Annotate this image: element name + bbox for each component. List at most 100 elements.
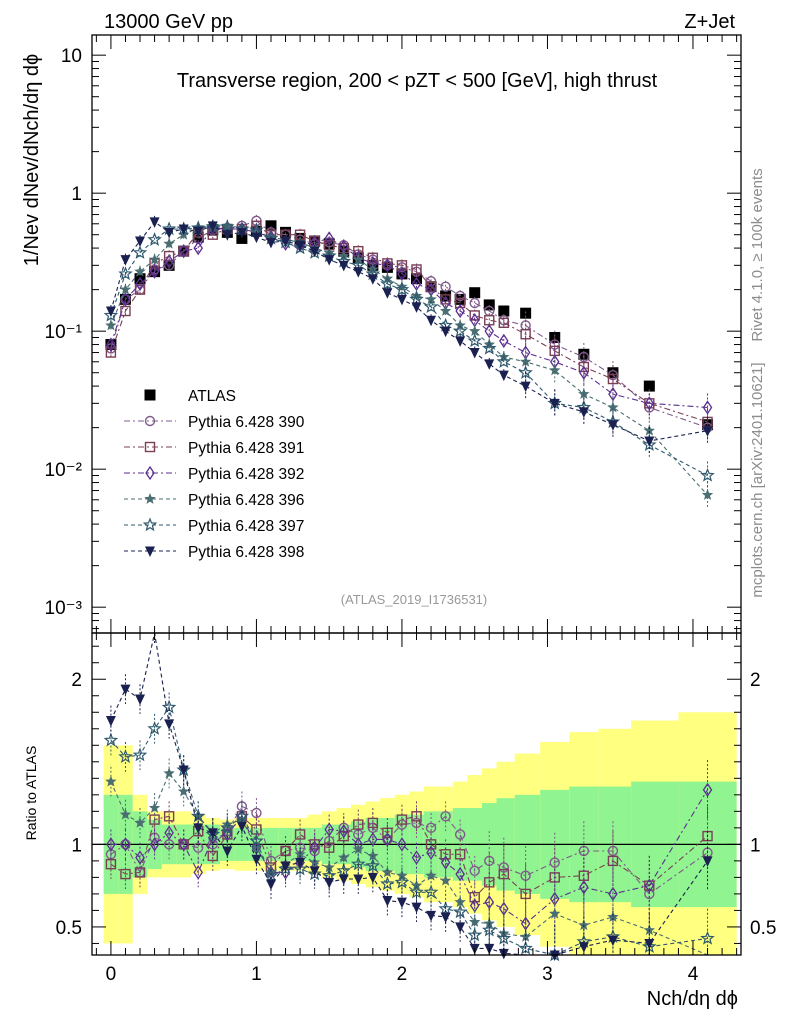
main-data-point <box>147 232 162 246</box>
main-data-point <box>164 254 174 269</box>
ratio-data-point <box>119 808 132 820</box>
main-data-point <box>251 232 262 244</box>
main-data-point <box>549 364 561 376</box>
ratio-data-point <box>236 821 247 833</box>
legend-marker <box>144 415 156 427</box>
main-data-point <box>518 365 533 379</box>
main-data-point <box>425 293 437 305</box>
main-data-point <box>265 220 277 232</box>
ratio-data-point <box>120 837 131 852</box>
ratio-data-point <box>220 820 235 835</box>
legend-marker <box>145 465 155 481</box>
main-data-point <box>467 333 482 348</box>
ratio-data-point <box>135 694 146 706</box>
main-data-point <box>119 283 132 295</box>
ratio-data-point <box>484 894 495 910</box>
ratio-series-line <box>110 705 708 956</box>
main-data-point <box>411 264 422 275</box>
main-data-point <box>484 324 495 339</box>
x-axis-title: Nch/dη dϕ <box>647 988 738 1010</box>
ratio-data-point <box>149 837 160 852</box>
main-data-point <box>382 258 393 273</box>
ratio-y-tick-label-right: 1 <box>750 835 761 856</box>
ratio-data-point <box>221 818 233 830</box>
main-data-point <box>499 333 509 349</box>
ratio-y-tick-label-right: 0.5 <box>750 918 776 939</box>
mcplots-label: mcplots.cern.ch [arXiv:2401.10621] <box>749 362 766 597</box>
main-data-point <box>484 359 495 370</box>
x-tick-label: 1 <box>251 964 262 985</box>
main-data-point <box>163 237 175 249</box>
main-data-point <box>643 424 655 436</box>
ratio-data-point <box>549 857 560 868</box>
ratio-data-point <box>193 842 204 853</box>
ratio-data-point <box>454 829 466 840</box>
ratio-data-point <box>251 807 262 819</box>
ratio-y-axis-title: Ratio to ATLAS <box>23 746 39 841</box>
ratio-data-point <box>353 874 364 886</box>
main-data-point <box>222 230 233 241</box>
y-tick-label: 10⁻¹ <box>45 322 83 343</box>
main-data-point <box>455 336 466 347</box>
main-series-line <box>110 220 708 429</box>
ratio-data-point <box>520 916 531 931</box>
ratio-data-point <box>498 862 510 873</box>
ratio-data-point <box>118 749 133 764</box>
ratio-data-point <box>106 837 116 852</box>
ratio-data-point <box>498 868 510 880</box>
main-data-point <box>106 337 116 352</box>
main-data-point <box>519 355 532 367</box>
ratio-data-point <box>702 782 713 798</box>
ratio-data-point <box>351 856 366 871</box>
ratio-data-point <box>280 861 291 872</box>
legend-entry-label: Pythia 6.428 390 <box>188 414 305 431</box>
main-data-point <box>498 370 509 382</box>
ratio-data-point <box>193 823 204 834</box>
ratio-data-point <box>294 848 306 860</box>
ratio-data-point <box>578 942 589 953</box>
main-data-point <box>323 246 335 258</box>
ratio-data-point <box>382 896 393 907</box>
main-data-point <box>105 319 117 331</box>
main-data-point <box>236 227 247 239</box>
ratio-y-tick-label-left: 2 <box>71 670 82 691</box>
ratio-data-point <box>394 874 410 889</box>
main-data-point <box>380 276 395 291</box>
ratio-data-point <box>409 884 424 899</box>
main-series-3 <box>106 220 713 422</box>
ratio-data-point <box>396 814 408 825</box>
main-data-point <box>607 373 619 385</box>
ratio-data-point <box>147 721 162 735</box>
main-data-point <box>148 253 161 265</box>
main-data-point <box>236 232 248 244</box>
main-data-point <box>338 260 349 272</box>
ratio-data-point <box>353 819 364 830</box>
ratio-data-point <box>440 912 451 924</box>
ratio-data-point <box>207 828 218 839</box>
main-data-point <box>701 489 714 500</box>
main-data-point <box>280 236 291 248</box>
main-data-point <box>644 396 655 411</box>
ratio-data-point <box>549 907 561 919</box>
ratio-data-point <box>644 938 655 950</box>
main-data-point <box>454 290 466 302</box>
main-data-point <box>295 240 306 252</box>
legend-entry-label: Pythia 6.428 397 <box>188 518 304 535</box>
ratio-y-tick-label-left: 0.5 <box>56 918 82 939</box>
ratio-data-point <box>644 878 655 893</box>
main-series-6 <box>105 215 713 456</box>
main-data-point <box>469 348 480 359</box>
legend-marker <box>144 493 156 504</box>
main-data-point <box>607 401 619 413</box>
main-data-point <box>132 245 148 259</box>
ratio-series-line <box>110 805 708 895</box>
main-y-axis-title: 1/Nev dNev/dNch/dη dϕ <box>21 54 43 266</box>
ratio-data-point <box>440 811 451 822</box>
ratio-data-point <box>105 716 116 727</box>
ratio-data-point <box>323 861 335 873</box>
main-data-point <box>700 467 715 482</box>
main-data-point <box>396 280 408 292</box>
main-data-point <box>702 400 713 415</box>
main-data-point <box>324 255 335 266</box>
main-data-point <box>411 302 422 313</box>
